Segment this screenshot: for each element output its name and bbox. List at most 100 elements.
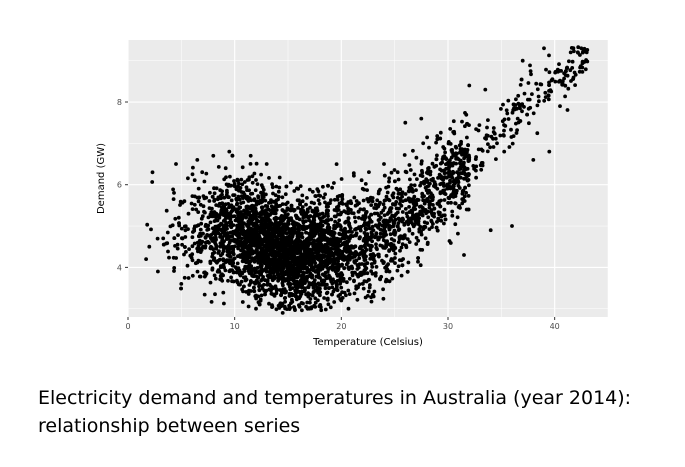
data-point xyxy=(425,135,429,140)
data-point xyxy=(547,53,551,58)
data-point xyxy=(284,264,289,268)
data-point xyxy=(500,119,505,124)
data-point xyxy=(308,252,312,257)
data-point xyxy=(225,253,230,257)
data-point xyxy=(382,224,387,229)
x-tick-label: 30 xyxy=(443,322,453,331)
data-point xyxy=(381,287,385,292)
data-point xyxy=(332,260,337,265)
data-point xyxy=(289,246,293,251)
data-point xyxy=(414,212,419,217)
data-point xyxy=(578,65,582,70)
data-point xyxy=(330,231,335,236)
data-point xyxy=(229,198,234,203)
data-point xyxy=(542,98,547,103)
data-point xyxy=(429,195,433,200)
data-point xyxy=(239,190,244,194)
data-point xyxy=(304,202,308,207)
data-point xyxy=(293,281,298,286)
data-point xyxy=(310,293,315,298)
data-point xyxy=(573,83,577,87)
data-point xyxy=(326,229,331,233)
data-point xyxy=(324,254,329,258)
data-point xyxy=(332,266,336,270)
data-point xyxy=(346,209,351,213)
data-point xyxy=(213,237,218,241)
data-point xyxy=(230,279,234,284)
data-point xyxy=(426,215,431,220)
data-point xyxy=(502,128,506,133)
data-point xyxy=(436,176,440,180)
data-point xyxy=(546,93,551,98)
data-point xyxy=(471,164,476,168)
data-point xyxy=(197,234,201,239)
data-point xyxy=(265,282,270,287)
data-point xyxy=(451,119,456,124)
data-point xyxy=(527,121,531,126)
data-point xyxy=(387,179,391,184)
data-point xyxy=(324,276,329,281)
data-point xyxy=(399,203,404,208)
data-point xyxy=(448,241,453,245)
data-point xyxy=(557,69,562,73)
data-point xyxy=(351,171,356,176)
data-point xyxy=(258,297,263,302)
data-point xyxy=(485,125,489,130)
data-point xyxy=(316,273,321,278)
data-point xyxy=(257,281,261,286)
data-point xyxy=(381,296,386,301)
data-point xyxy=(535,87,540,92)
data-point xyxy=(313,194,318,198)
data-point xyxy=(323,220,328,225)
data-point xyxy=(418,263,423,268)
data-point xyxy=(318,225,323,230)
data-point xyxy=(245,245,250,250)
data-point xyxy=(425,184,430,189)
data-point xyxy=(253,270,257,275)
data-point xyxy=(360,186,365,191)
data-point xyxy=(420,174,425,179)
data-point xyxy=(225,215,230,220)
data-point xyxy=(462,168,467,173)
data-point xyxy=(277,185,282,190)
data-point xyxy=(414,216,419,221)
data-point xyxy=(308,223,312,228)
data-point xyxy=(247,288,251,293)
data-point xyxy=(370,239,374,244)
data-point xyxy=(252,221,257,226)
data-point xyxy=(259,293,264,298)
data-point xyxy=(237,197,242,202)
data-point xyxy=(311,284,316,289)
data-point xyxy=(334,208,339,213)
data-point xyxy=(486,142,490,147)
data-point xyxy=(351,245,356,250)
data-point xyxy=(204,171,209,176)
data-point xyxy=(393,217,398,222)
data-point xyxy=(452,129,456,134)
data-point xyxy=(326,302,331,307)
data-point xyxy=(221,230,225,235)
data-point xyxy=(179,226,184,231)
data-point xyxy=(425,170,429,175)
data-point xyxy=(370,196,375,200)
data-point xyxy=(267,287,272,292)
data-point xyxy=(236,184,241,189)
data-point xyxy=(246,264,251,269)
data-point xyxy=(171,197,176,202)
data-point xyxy=(331,289,336,294)
data-point xyxy=(241,222,246,227)
data-point xyxy=(356,284,360,289)
data-point xyxy=(351,211,356,216)
data-point xyxy=(206,227,211,232)
data-point xyxy=(464,112,469,117)
data-point xyxy=(333,244,338,248)
data-point xyxy=(304,304,308,309)
data-point xyxy=(308,300,312,305)
data-point xyxy=(209,237,214,242)
data-point xyxy=(459,162,464,167)
data-point xyxy=(300,193,305,198)
data-point xyxy=(501,133,506,137)
data-point xyxy=(550,77,555,82)
data-point xyxy=(371,257,376,262)
data-point xyxy=(230,153,235,158)
